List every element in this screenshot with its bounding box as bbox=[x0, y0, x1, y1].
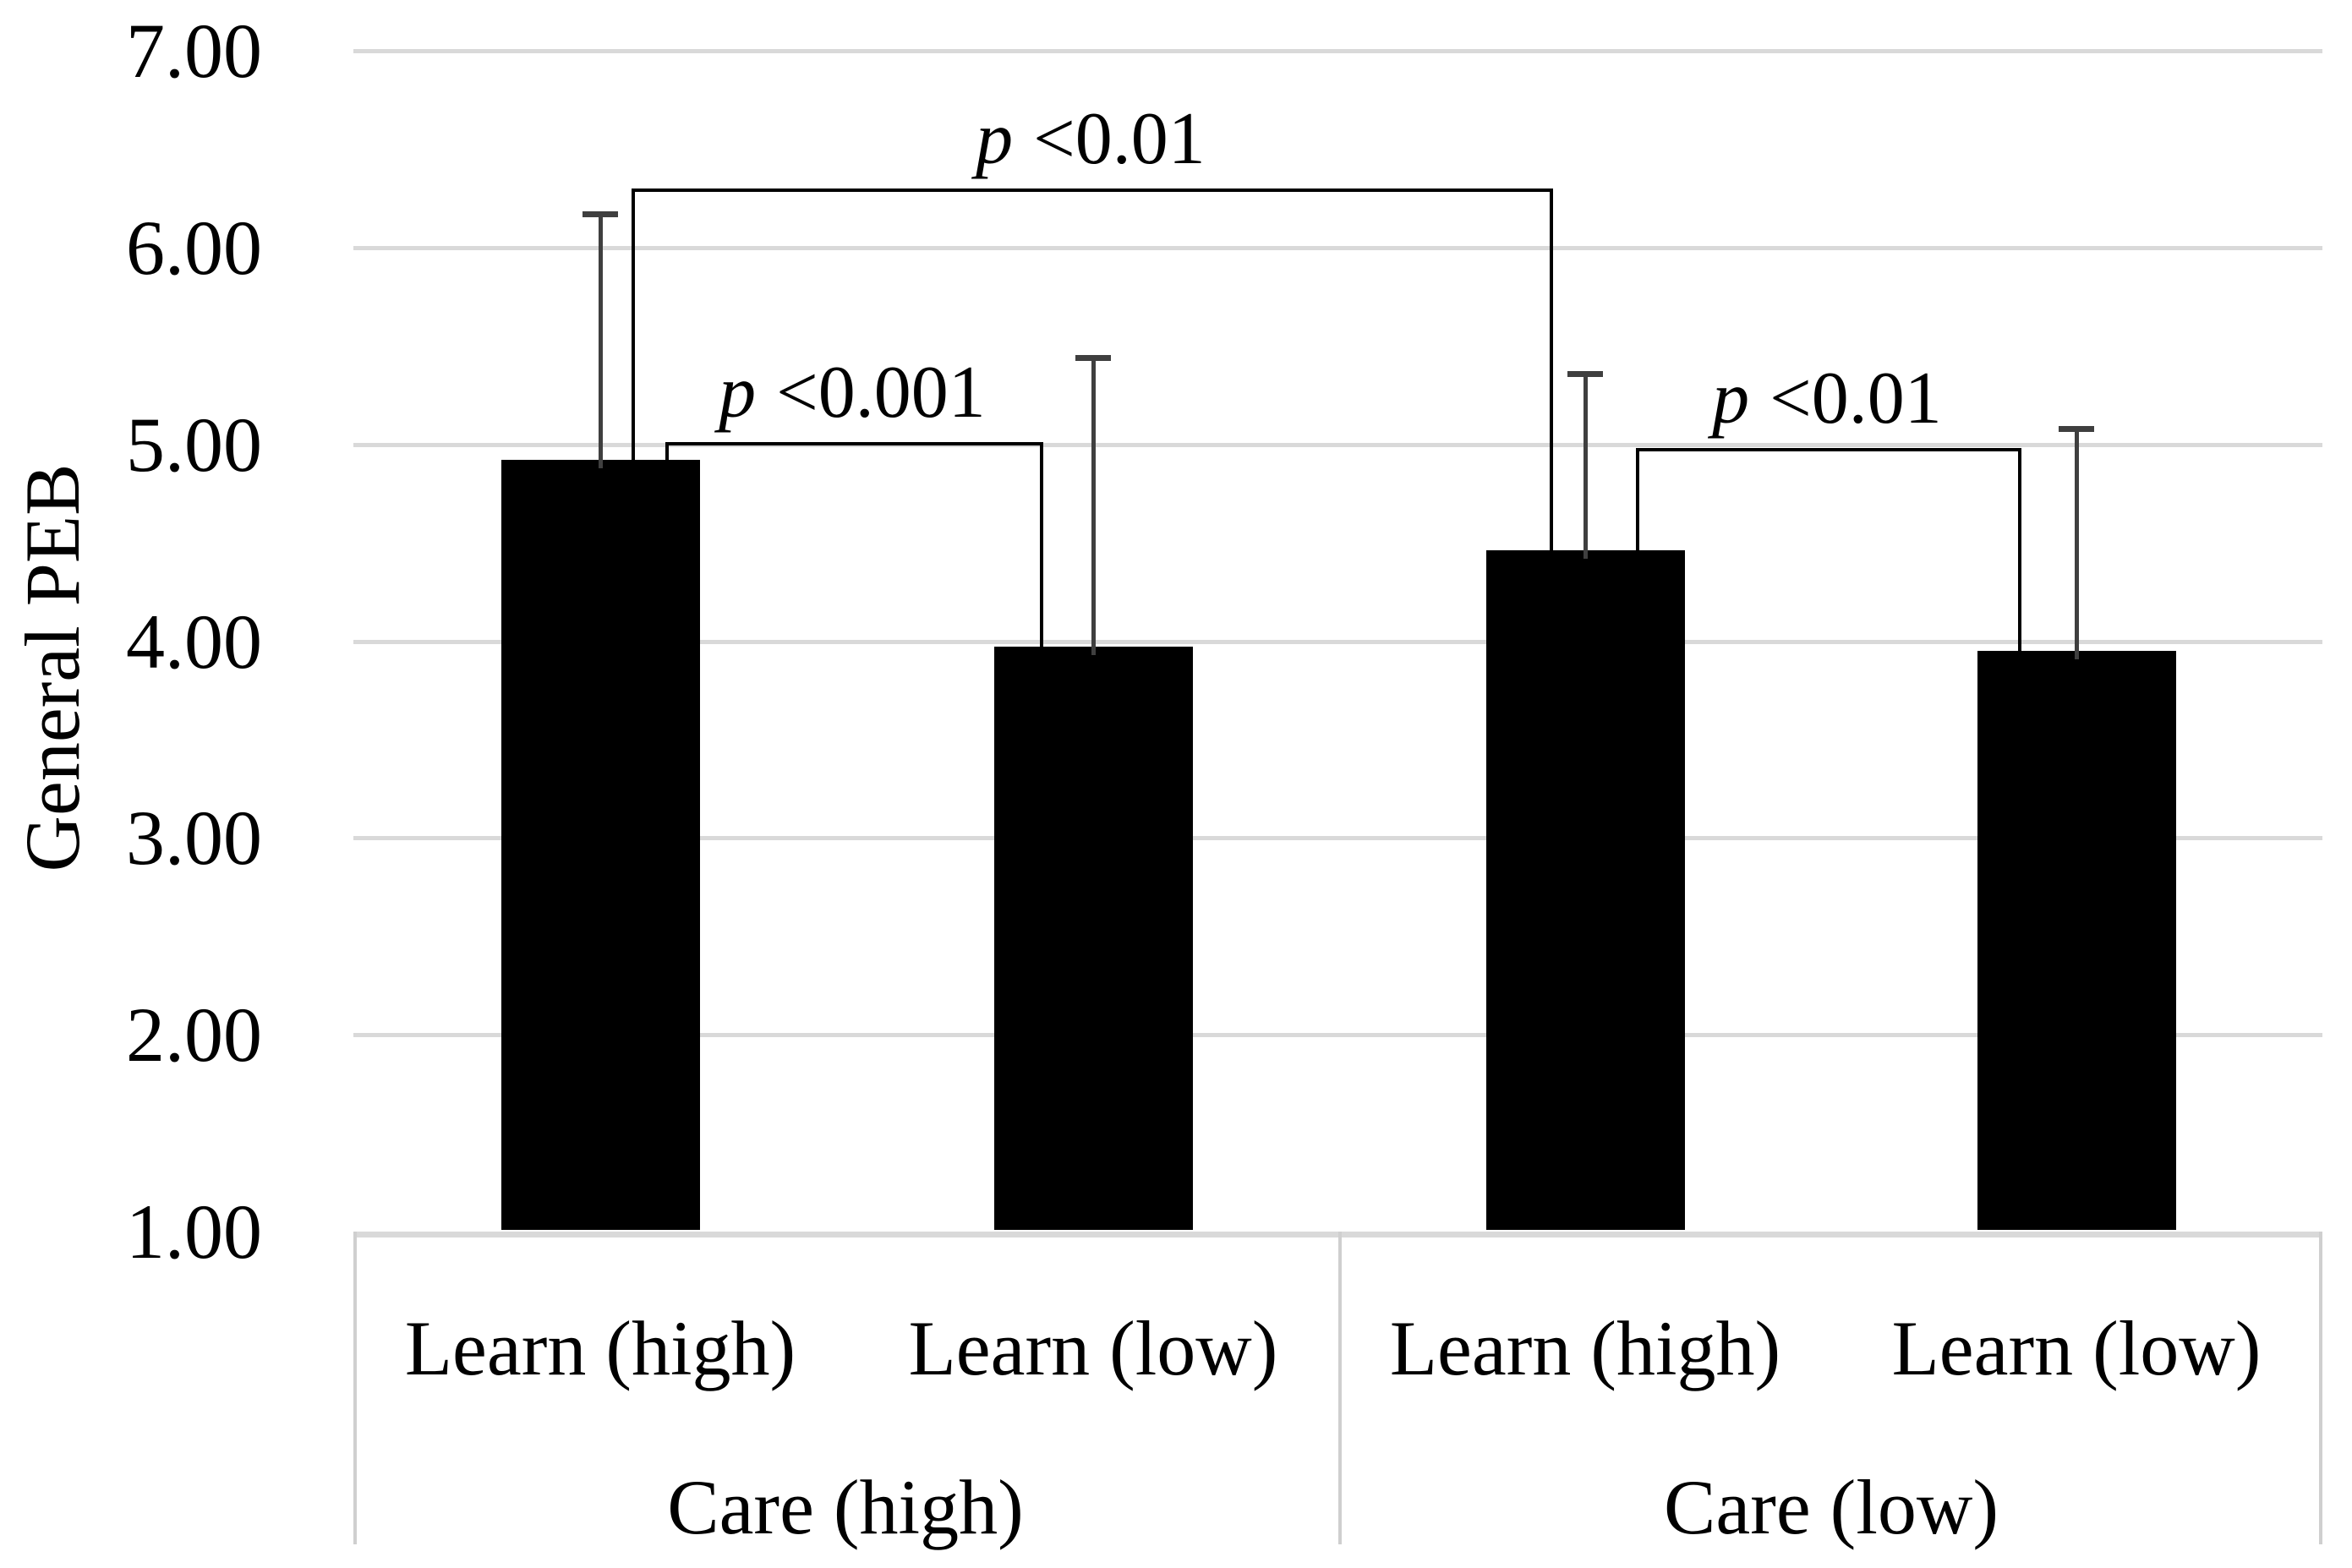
error-bar-line-care-low-learn-high bbox=[1583, 373, 1588, 560]
x-label-care-high-learn-high: Learn (high) bbox=[404, 1305, 796, 1391]
significance-bracket-2-line bbox=[665, 442, 1043, 446]
y-axis-title: General PEB bbox=[9, 463, 96, 872]
bar-care-low-learn-low bbox=[1977, 651, 2176, 1230]
significance-bracket-3-p-value-label: p <0.01 bbox=[1489, 358, 2165, 440]
significance-bracket-3-right-leg bbox=[2018, 448, 2021, 658]
significance-bracket-1-p-value-label: p <0.01 bbox=[752, 97, 1429, 180]
significance-bracket-3-left-leg bbox=[1636, 448, 1639, 558]
y-gridline bbox=[353, 245, 2322, 250]
y-tick-label: 6.00 bbox=[126, 204, 262, 291]
p-threshold-value: <0.01 bbox=[1033, 97, 1206, 180]
x-axis-baseline bbox=[353, 1232, 2322, 1237]
y-gridline bbox=[353, 1033, 2322, 1038]
significance-bracket-2-right-leg bbox=[1040, 442, 1043, 654]
bar-care-high-learn-low bbox=[993, 647, 1193, 1230]
significance-bracket-1-left-leg bbox=[632, 188, 635, 467]
x-label-care-low-learn-high: Learn (high) bbox=[1389, 1305, 1781, 1391]
x-label-care-high-learn-low: Learn (low) bbox=[908, 1305, 1278, 1391]
y-tick-label: 1.00 bbox=[126, 1188, 262, 1275]
group-label-care-high: Care (high) bbox=[667, 1464, 1024, 1550]
axis-table-right-border bbox=[2319, 1232, 2322, 1544]
error-bar-cap-care-high-learn-high bbox=[583, 211, 618, 218]
y-tick-label: 2.00 bbox=[126, 992, 262, 1079]
error-bar-line-care-high-learn-high bbox=[599, 214, 603, 469]
significance-bracket-1-right-leg bbox=[1550, 188, 1553, 558]
significance-bracket-1-line bbox=[632, 188, 1553, 192]
y-tick-label: 3.00 bbox=[126, 795, 262, 882]
error-bar-cap-care-low-learn-low bbox=[2059, 426, 2094, 433]
error-bar-cap-care-low-learn-high bbox=[1567, 370, 1603, 377]
y-gridline bbox=[353, 49, 2322, 53]
significance-bracket-3-line bbox=[1636, 448, 2021, 452]
p-threshold-value: <0.01 bbox=[1769, 358, 1942, 440]
y-tick-label: 4.00 bbox=[126, 598, 262, 685]
y-tick-label: 7.00 bbox=[126, 8, 262, 94]
y-gridline bbox=[353, 442, 2322, 447]
p-symbol: p bbox=[1712, 358, 1750, 440]
axis-table-left-border bbox=[353, 1232, 357, 1544]
p-symbol: p bbox=[719, 352, 757, 434]
significance-bracket-2-p-value-label: p <0.001 bbox=[514, 352, 1190, 434]
x-label-care-low-learn-low: Learn (low) bbox=[1891, 1305, 2262, 1391]
y-tick-label: 5.00 bbox=[126, 401, 262, 488]
y-gridline bbox=[353, 639, 2322, 644]
error-bar-line-care-high-learn-low bbox=[1091, 358, 1096, 656]
p-threshold-value: <0.001 bbox=[776, 352, 986, 434]
bar-care-low-learn-high bbox=[1485, 550, 1685, 1230]
error-bar-cap-care-high-learn-low bbox=[1075, 355, 1111, 362]
bar-care-high-learn-high bbox=[500, 460, 700, 1230]
y-gridline bbox=[353, 836, 2322, 841]
axis-table-group-divider bbox=[1338, 1232, 1342, 1544]
error-bar-line-care-low-learn-low bbox=[2075, 429, 2079, 660]
p-symbol: p bbox=[976, 97, 1014, 180]
significance-bracket-2-left-leg bbox=[665, 442, 669, 467]
group-label-care-low: Care (low) bbox=[1664, 1464, 1999, 1550]
